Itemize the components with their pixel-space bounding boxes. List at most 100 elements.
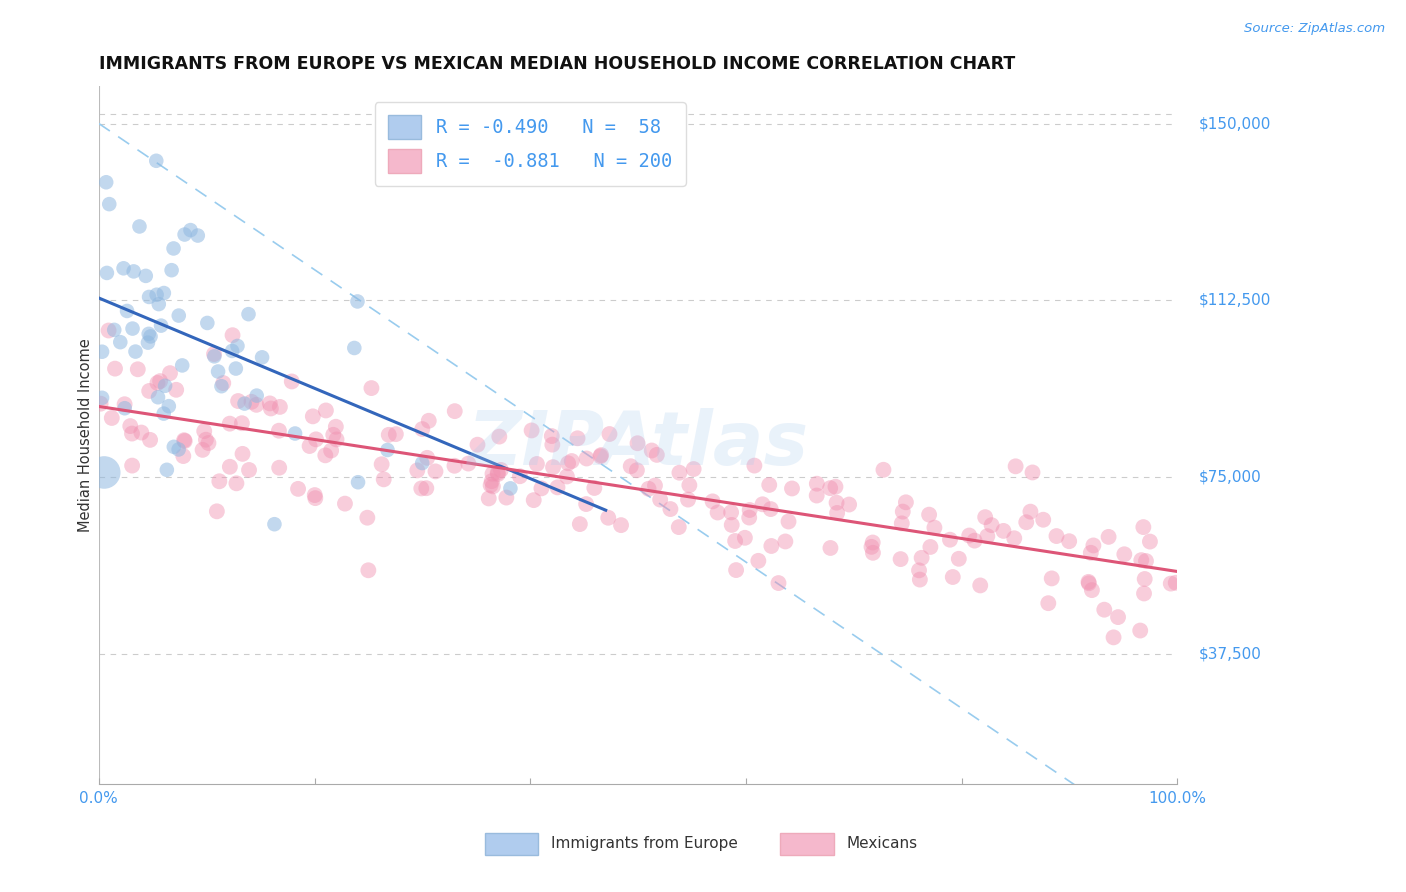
Point [1114, 547, 1136, 561]
Point [1045, 529, 1067, 543]
Point [122, 264, 145, 278]
Point [231, 447, 253, 461]
Point [218, 417, 240, 431]
Point [103, 323, 125, 337]
Point [1057, 534, 1080, 549]
Point [541, 437, 564, 451]
Point [260, 401, 283, 416]
Point [91, 344, 114, 359]
Point [1038, 596, 1060, 610]
Point [1139, 534, 1161, 549]
Point [145, 287, 167, 301]
Point [110, 335, 132, 350]
Point [668, 466, 690, 480]
Point [146, 390, 169, 404]
Point [1097, 530, 1119, 544]
Point [908, 573, 931, 587]
Point [226, 339, 249, 353]
Point [1019, 505, 1042, 519]
Point [304, 491, 326, 505]
Point [167, 442, 190, 457]
Point [149, 374, 172, 388]
Point [173, 434, 195, 448]
Point [231, 416, 253, 430]
Point [284, 426, 307, 441]
Point [1040, 571, 1063, 585]
Y-axis label: Median Household Income: Median Household Income [79, 338, 93, 532]
Point [557, 456, 579, 470]
Point [759, 502, 782, 516]
Point [146, 376, 169, 390]
Point [238, 463, 260, 477]
Point [668, 520, 690, 534]
Point [98, 197, 121, 211]
Point [159, 366, 181, 380]
Point [1077, 576, 1099, 591]
Point [761, 539, 783, 553]
Point [333, 497, 356, 511]
Point [315, 403, 337, 417]
Point [160, 263, 183, 277]
Point [127, 362, 149, 376]
Point [1002, 531, 1025, 545]
Point [305, 433, 328, 447]
Point [187, 228, 209, 243]
Point [818, 481, 841, 495]
Point [1164, 575, 1187, 590]
Point [659, 502, 682, 516]
Point [482, 479, 505, 493]
Point [360, 381, 382, 395]
Point [314, 448, 336, 462]
Point [152, 407, 174, 421]
Point [918, 508, 941, 522]
Point [976, 529, 998, 543]
Point [418, 414, 440, 428]
Point [530, 482, 553, 496]
Point [114, 397, 136, 411]
Point [1102, 631, 1125, 645]
Point [963, 533, 986, 548]
Point [1135, 554, 1157, 568]
Point [131, 425, 153, 440]
Point [343, 341, 366, 355]
Point [547, 480, 569, 494]
Point [1160, 576, 1182, 591]
Point [488, 429, 510, 443]
Point [1080, 546, 1102, 560]
Text: 100.0%: 100.0% [1149, 790, 1206, 805]
Point [1015, 515, 1038, 529]
Point [325, 433, 347, 447]
Point [221, 328, 243, 343]
Point [738, 503, 761, 517]
Point [138, 326, 160, 341]
Point [153, 286, 176, 301]
Point [720, 505, 742, 519]
Point [758, 478, 780, 492]
Point [957, 528, 980, 542]
Point [626, 463, 648, 477]
Point [806, 476, 828, 491]
Point [479, 478, 502, 492]
Point [644, 478, 666, 492]
Point [197, 436, 219, 450]
Text: $112,500: $112,500 [1199, 293, 1271, 308]
Point [112, 261, 135, 276]
Point [443, 458, 465, 473]
Point [156, 463, 179, 477]
Point [298, 439, 321, 453]
Point [561, 454, 583, 468]
Point [385, 427, 408, 442]
Point [139, 329, 162, 343]
Text: Mexicans: Mexicans [846, 837, 918, 851]
Point [96, 266, 118, 280]
Point [744, 458, 766, 473]
Point [780, 482, 803, 496]
Point [974, 510, 997, 524]
Point [724, 533, 747, 548]
Point [637, 482, 659, 496]
Point [377, 427, 399, 442]
Point [541, 460, 564, 475]
Point [416, 450, 439, 465]
Point [1004, 459, 1026, 474]
Point [890, 552, 912, 566]
